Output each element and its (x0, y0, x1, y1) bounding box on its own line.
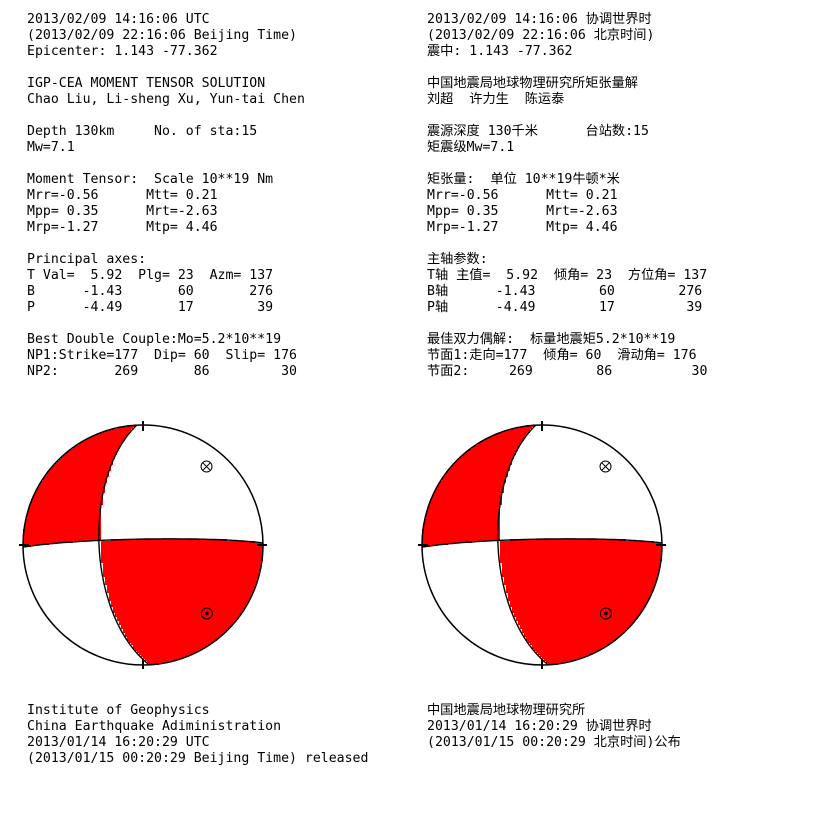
compressional-quadrants (23, 425, 263, 665)
epicenter: 震中: 1.143 -77.362 (427, 44, 573, 59)
nodal-plane-2: 节面2: 269 86 30 (427, 364, 708, 379)
footer-line: 中国地震局地球物理研究所 (427, 703, 586, 718)
footer-line: (2013/01/15 00:20:29 北京时间)公布 (427, 735, 681, 750)
moment-magnitude: 矩震级Mw=7.1 (427, 140, 515, 155)
chinese-footer: 中国地震局地球物理研究所 2013/01/14 16:20:29 协调世界时 (… (427, 703, 681, 751)
p-axis-marker (200, 460, 213, 473)
axis-t-row: T轴 主值= 5.92 倾角= 23 方位角= 137 (427, 268, 708, 283)
moment-magnitude: Mw=7.1 (27, 140, 75, 155)
moment-tensor-row: Mrp=-1.27 Mtp= 4.46 (27, 220, 218, 235)
moment-tensor-row: Mpp= 0.35 Mrt=-2.63 (27, 204, 218, 219)
footer-line: 2013/01/14 16:20:29 UTC (27, 735, 210, 750)
double-couple-header: Best Double Couple:Mo=5.2*10**19 (27, 332, 282, 347)
moment-tensor-row: Mrr=-0.56 Mtt= 0.21 (27, 188, 218, 203)
moment-tensor-header: Moment Tensor: Scale 10**19 Nm (27, 172, 274, 187)
origin-time-local: (2013/02/09 22:16:06 北京时间) (427, 28, 655, 43)
footer-line: Institute of Geophysics (27, 703, 210, 718)
axis-t-row: T Val= 5.92 Plg= 23 Azm= 137 (27, 268, 274, 283)
p-axis-cross (202, 462, 211, 471)
t-axis-dot (205, 611, 209, 616)
nodal-plane-1: 节面1:走向=177 倾角= 60 滑动角= 176 (427, 348, 697, 363)
depth-stations: 震源深度 130千米 台站数:15 (427, 124, 649, 139)
english-solution-text: 2013/02/09 14:16:06 UTC (2013/02/09 22:1… (27, 12, 305, 380)
authors: 刘超 许力生 陈运泰 (427, 92, 565, 107)
t-axis-marker (599, 607, 612, 620)
principal-axes-header: Principal axes: (27, 252, 147, 267)
double-couple-header: 最佳双力偶解: 标量地震矩5.2*10**19 (427, 332, 676, 347)
nodal-plane-1-trace (497, 424, 549, 666)
compressional-quadrants (422, 425, 662, 665)
t-axis-dot (604, 611, 608, 616)
moment-tensor-row: Mpp= 0.35 Mrt=-2.63 (427, 204, 618, 219)
axis-p-row: P -4.49 17 39 (27, 300, 274, 315)
p-axis-cross (601, 462, 610, 471)
principal-axes-header: 主轴参数: (427, 252, 488, 267)
chinese-solution-text: 2013/02/09 14:16:06 协调世界时 (2013/02/09 22… (427, 12, 707, 380)
nodal-plane-1-trace (98, 424, 150, 666)
nodal-plane-2-trace (421, 538, 663, 548)
t-axis-marker (200, 607, 213, 620)
origin-time-local: (2013/02/09 22:16:06 Beijing Time) (27, 28, 297, 43)
footer-line: China Earthquake Adiministration (27, 719, 282, 734)
depth-stations: Depth 130km No. of sta:15 (27, 124, 258, 139)
nodal-plane-1: NP1:Strike=177 Dip= 60 Slip= 176 (27, 348, 297, 363)
axis-b-row: B -1.43 60 276 (27, 284, 274, 299)
p-axis-marker (599, 460, 612, 473)
focal-mechanism-beachball-chinese (418, 421, 666, 669)
axis-p-row: P轴 -4.49 17 39 (427, 300, 703, 315)
authors: Chao Liu, Li-sheng Xu, Yun-tai Chen (27, 92, 305, 107)
origin-time-utc: 2013/02/09 14:16:06 UTC (27, 12, 210, 27)
nodal-plane-2: NP2: 269 86 30 (27, 364, 297, 379)
focal-mechanism-beachball-english (19, 421, 267, 669)
moment-tensor-row: Mrp=-1.27 Mtp= 4.46 (427, 220, 618, 235)
footer-line: (2013/01/15 00:20:29 Beijing Time) relea… (27, 751, 369, 766)
english-footer: Institute of Geophysics China Earthquake… (27, 703, 368, 767)
moment-tensor-header: 矩张量: 单位 10**19牛顿*米 (427, 172, 620, 187)
footer-line: 2013/01/14 16:20:29 协调世界时 (427, 719, 652, 734)
axis-b-row: B轴 -1.43 60 276 (427, 284, 703, 299)
solution-title: 中国地震局地球物理研究所矩张量解 (427, 76, 638, 91)
epicenter: Epicenter: 1.143 -77.362 (27, 44, 218, 59)
moment-tensor-row: Mrr=-0.56 Mtt= 0.21 (427, 188, 618, 203)
solution-title: IGP-CEA MOMENT TENSOR SOLUTION (27, 76, 266, 91)
nodal-plane-2-trace (22, 538, 264, 548)
origin-time-utc: 2013/02/09 14:16:06 协调世界时 (427, 12, 652, 27)
